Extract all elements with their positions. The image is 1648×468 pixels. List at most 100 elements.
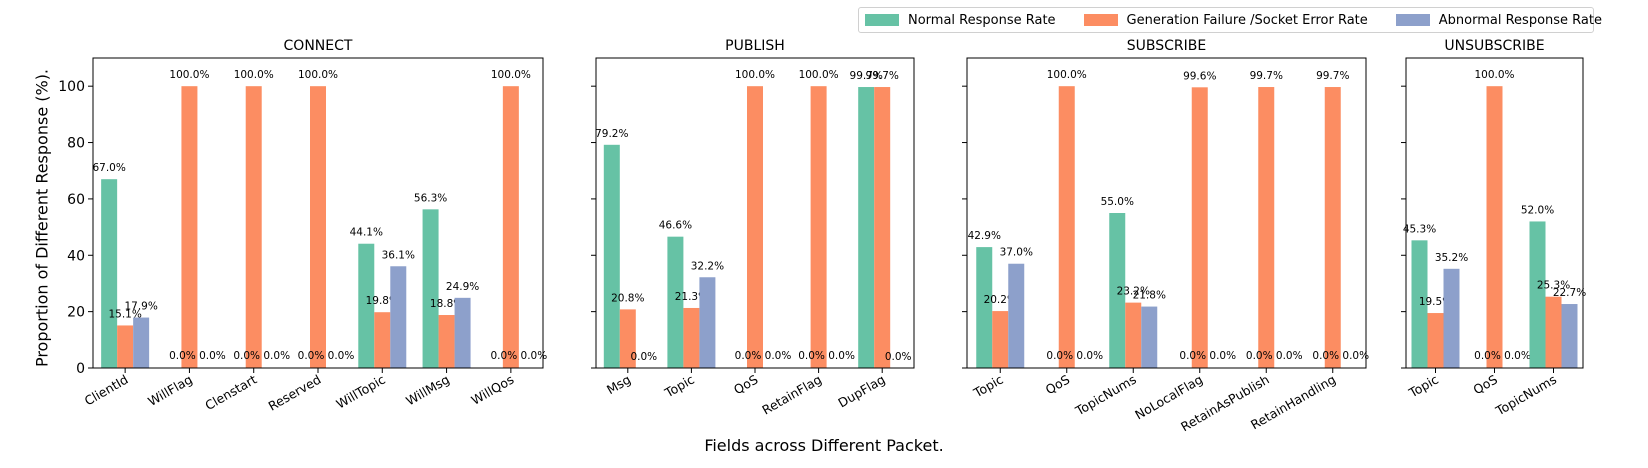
panel-1-zero-label: 0.0% 0.0% — [798, 350, 855, 362]
panel-3-bar-topicnums-s1 — [1545, 296, 1562, 368]
y-tick-label: 60 — [67, 192, 85, 208]
panel-1-x-tick-label: DupFlag — [835, 372, 887, 411]
panel-3-bar-topic-s0 — [1411, 240, 1428, 368]
panel-0-zero-label: 0.0% 0.0% — [233, 350, 290, 362]
panel-0-bar-clientid-s2 — [133, 317, 150, 368]
panel-1-frame — [595, 57, 915, 369]
legend-item-normal: Normal Response Rate — [865, 13, 1056, 28]
legend-item-abnormal: Abnormal Response Rate — [1395, 12, 1602, 28]
panel-3-data-label: 35.2% — [1435, 252, 1468, 264]
panel-0-bar-willmsg-s1 — [438, 315, 455, 368]
panel-0-bar-willtopic-s0 — [358, 243, 375, 368]
panel-2-x-tick-label: QoS — [1043, 372, 1073, 398]
panel-2-zero-label: 0.0% 0.0% — [1046, 350, 1103, 362]
y-tick-label: 0 — [76, 361, 85, 377]
y-tick-label: 40 — [67, 248, 85, 264]
panel-2-x-tick-label: Topic — [970, 372, 1006, 401]
panel-0-data-label: 100.0% — [234, 69, 274, 81]
panel-0-bar-reserved-s1 — [310, 86, 326, 368]
panel-1-data-label: 99.7% — [866, 70, 899, 82]
panel-0-data-label: 67.0% — [92, 162, 125, 174]
panel-2-bar-topicnums-s1 — [1125, 302, 1142, 368]
panel-0-x-tick-label: WillTopic — [334, 372, 388, 412]
panel-0-title: CONNECT — [284, 38, 353, 54]
panel-1-bar-topic-s1 — [683, 307, 700, 368]
panel-2-x-tick-label: TopicNums — [1072, 372, 1139, 419]
panel-1-bar-dupflag-s1 — [874, 87, 891, 368]
panel-3-bar-qos-s1 — [1486, 86, 1503, 368]
panel-2-bar-qos-s1 — [1058, 86, 1075, 368]
panel-1-x-tick-label: Topic — [661, 372, 697, 401]
panel-2-bar-topicnums-s0 — [1109, 213, 1126, 368]
panel-2-zero-label: 0.0% 0.0% — [1246, 350, 1303, 362]
panel-1-bar-retainflag-s1 — [810, 86, 827, 368]
panel-1-data-label: 99.7% — [850, 70, 883, 82]
panel-0-data-label: 100.0% — [169, 69, 209, 81]
panel-3-data-label: 25.3% — [1537, 280, 1570, 292]
panel-0-bar-willflag-s1 — [181, 86, 198, 368]
panel-2-bar-topic-s2 — [1008, 263, 1025, 368]
panel-0-x-tick-label: WillQos — [469, 372, 517, 408]
panel-1-bar-topic-s2 — [699, 277, 716, 368]
panel-2-zero-label: 0.0% 0.0% — [1312, 350, 1369, 362]
panel-2-title: SUBSCRIBE — [1127, 38, 1206, 54]
panel-2-zero-label: 0.0% 0.0% — [1179, 350, 1236, 362]
panel-1-data-label: 79.2% — [595, 128, 628, 140]
panel-0-data-label: 17.9% — [124, 301, 157, 313]
legend-label-generation-failure: Generation Failure /Socket Error Rate — [1126, 12, 1368, 28]
panel-1-x-tick-label: Msg — [604, 372, 633, 398]
panel-2-data-label: 21.8% — [1133, 290, 1166, 302]
legend-label-abnormal: Abnormal Response Rate — [1438, 12, 1602, 28]
y-tick-label: 20 — [67, 305, 85, 321]
panel-1-data-label: 100.0% — [735, 69, 775, 81]
panel-3-x-tick-label: TopicNums — [1492, 372, 1559, 419]
panel-0-x-tick-label: WillMsg — [403, 372, 452, 409]
panel-1-x-tick-label: RetainFlag — [759, 372, 824, 418]
panel-3-bar-topicnums-s2 — [1561, 304, 1578, 368]
panel-1-bar-qos-s1 — [747, 86, 763, 368]
panel-1-x-tick-label: QoS — [731, 372, 761, 398]
y-tick-label: 80 — [67, 136, 85, 152]
panel-2-data-label: 99.6% — [1183, 70, 1216, 82]
panel-2-frame — [966, 57, 1367, 369]
panel-1-bar-msg-s1 — [619, 309, 636, 368]
panel-1-data-label: 0.0% — [885, 351, 912, 363]
panel-1-zero-label: 0.0% 0.0% — [735, 350, 792, 362]
panel-2-data-label: 99.7% — [1316, 70, 1349, 82]
panel-1-bar-topic-s0 — [667, 236, 684, 368]
panel-0-bar-clientid-s1 — [117, 325, 134, 368]
panel-2-bar-nolocalflag-s1 — [1191, 87, 1208, 369]
panel-2-data-label: 99.7% — [1250, 70, 1283, 82]
panel-1-bar-msg-s0 — [603, 144, 620, 368]
chart-legend: Normal Response Rate Generation Failure … — [858, 7, 1602, 33]
legend-swatch-generation-failure — [1083, 14, 1118, 26]
legend-swatch-abnormal — [1395, 14, 1430, 26]
panel-0-bar-willmsg-s2 — [454, 297, 471, 368]
panel-1-data-label: 100.0% — [799, 69, 839, 81]
panel-0-bar-clenstart-s1 — [245, 86, 262, 368]
panel-2-data-label: 23.2% — [1117, 286, 1150, 298]
legend-label-normal: Normal Response Rate — [908, 12, 1056, 28]
panel-1-data-label: 32.2% — [691, 260, 724, 272]
panel-2-bar-topic-s0 — [976, 247, 993, 368]
panel-0-data-label: 100.0% — [298, 69, 338, 81]
panel-3-bar-topicnums-s0 — [1529, 221, 1546, 368]
panel-0-bar-willtopic-s1 — [374, 312, 391, 368]
legend-item-generation-failure: Generation Failure /Socket Error Rate — [1083, 12, 1368, 28]
panel-3-x-tick-label: Topic — [1405, 372, 1441, 401]
panel-0-data-label: 36.1% — [382, 249, 415, 261]
panel-3-data-label: 22.7% — [1553, 287, 1586, 299]
panel-0-zero-label: 0.0% 0.0% — [491, 350, 548, 362]
panel-0-data-label: 44.1% — [350, 227, 383, 239]
panel-2-bar-topic-s1 — [992, 311, 1009, 368]
panel-2-data-label: 42.9% — [968, 230, 1001, 242]
panel-3-x-tick-label: QoS — [1470, 372, 1500, 398]
panel-0-zero-label: 0.0% 0.0% — [169, 350, 226, 362]
panel-2-bar-retainaspublish-s1 — [1258, 87, 1275, 368]
panel-0-bar-willtopic-s2 — [390, 266, 407, 368]
panel-2-data-label: 100.0% — [1047, 69, 1087, 81]
y-axis-label: Proportion of Different Response (%). — [32, 68, 52, 368]
panel-0-bar-willqos-s1 — [502, 86, 519, 368]
panel-0-bar-willmsg-s0 — [422, 209, 439, 368]
panel-3-data-label: 100.0% — [1474, 69, 1514, 81]
